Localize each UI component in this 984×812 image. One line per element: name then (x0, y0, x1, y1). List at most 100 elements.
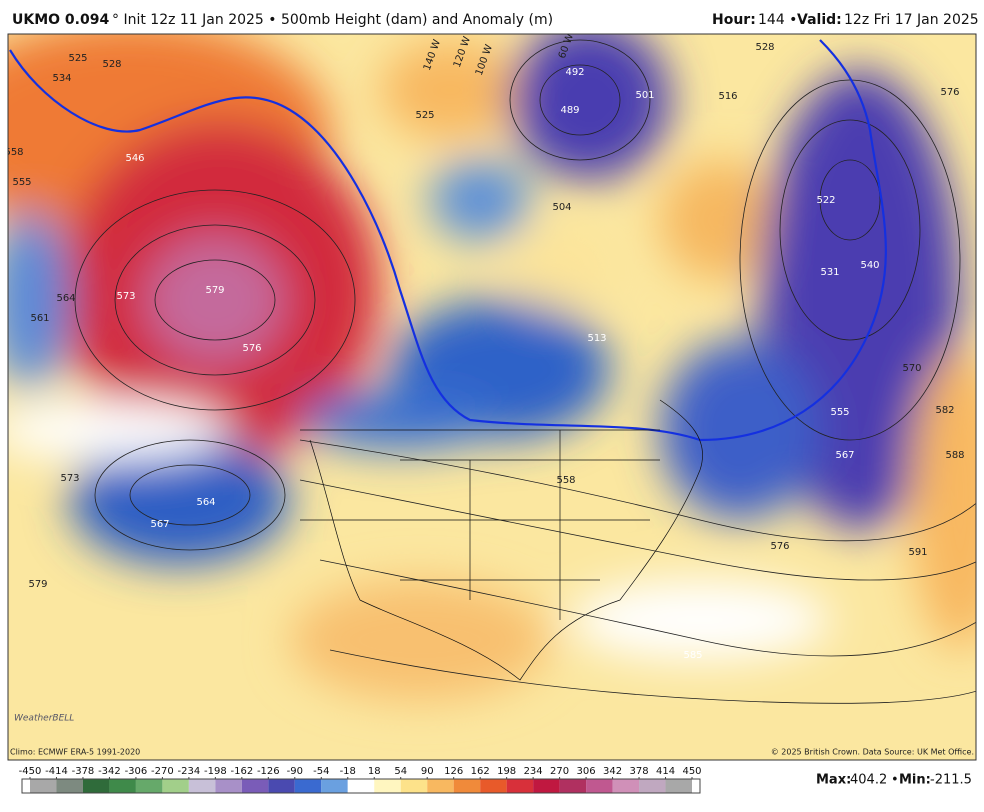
valid-label: Valid: (797, 12, 842, 28)
colorbar-segment (188, 779, 216, 793)
contour-label: 525 (68, 53, 87, 64)
contour-label: 564 (196, 497, 215, 508)
colorbar-segment (30, 779, 57, 793)
colorbar-tick-label: 126 (444, 766, 463, 777)
colorbar-tick-label: 18 (368, 766, 381, 777)
contour-label: 564 (56, 293, 75, 304)
contour-label: 555 (12, 177, 31, 188)
contour-label: 567 (835, 450, 854, 461)
colorbar-segment (215, 779, 242, 793)
colorbar-segment (612, 779, 640, 793)
colorbar-tick-label: -90 (287, 766, 303, 777)
contour-label: 531 (820, 267, 839, 278)
contour-label: 528 (755, 42, 774, 53)
sep: • (891, 773, 899, 788)
colorbar-tick-label: 270 (550, 766, 569, 777)
contour-label: 522 (816, 195, 835, 206)
colorbar-tick-label: -378 (72, 766, 95, 777)
colorbar-segment (321, 779, 348, 793)
colorbar-tick-label: -198 (204, 766, 227, 777)
colorbar-tick-label: 234 (524, 766, 543, 777)
colorbar-tick-label: 450 (682, 766, 701, 777)
colorbar-segment (162, 779, 189, 793)
contour-label: 492 (565, 67, 584, 78)
map-frame (7, 33, 977, 761)
contour-label: 525 (415, 110, 434, 121)
colorbar-segment (268, 779, 295, 793)
contour-label: 576 (242, 343, 261, 354)
colorbar-segment (427, 779, 454, 793)
min-label: Min: (899, 773, 931, 788)
colorbar-segment (241, 779, 269, 793)
contour-label: 573 (60, 473, 79, 484)
colorbar-tick-label: 54 (394, 766, 407, 777)
colorbar-tick-label: 162 (471, 766, 490, 777)
contour-label: 540 (860, 260, 879, 271)
colorbar-segment (665, 779, 692, 793)
contour-540 (9, 39, 887, 442)
colorbar-segment (586, 779, 613, 793)
contour-label: 546 (125, 153, 144, 164)
title: ° Init 12z 11 Jan 2025 • 500mb Height (d… (112, 12, 553, 28)
contour-label: 513 (587, 333, 606, 344)
contour-label: 585 (683, 650, 702, 661)
colorbar-segment (374, 779, 401, 793)
colorbar-tick-label: 90 (421, 766, 434, 777)
colorbar-tick-label: -414 (45, 766, 68, 777)
colorbar-segment (347, 779, 375, 793)
colorbar-tick-label: -342 (98, 766, 121, 777)
colorbar-tick-label: 306 (577, 766, 596, 777)
logo: WeatherBELL (14, 714, 74, 724)
min: -211.5 (930, 773, 972, 788)
contour-label: 573 (116, 291, 135, 302)
contour-label: 489 (560, 105, 579, 116)
colorbar-segment (82, 779, 110, 793)
colorbar-segment (506, 779, 534, 793)
contour-label: 558 (4, 147, 23, 158)
colorbar-tick-label: -54 (313, 766, 329, 777)
model: UKMO 0.094 (12, 12, 109, 28)
contour-label: 558 (556, 475, 575, 486)
colorbar-segment (453, 779, 481, 793)
colorbar-segment (294, 779, 322, 793)
contour-label: 576 (770, 541, 789, 552)
contour-label: 501 (635, 90, 654, 101)
contour-label: 516 (718, 91, 737, 102)
colorbar-tick-label: -270 (151, 766, 174, 777)
colorbar-tick-label: -234 (178, 766, 201, 777)
max-label: Max: (816, 773, 851, 788)
climo: Climo: ECMWF ERA-5 1991-2020 (10, 748, 140, 757)
colorbar-tick-label: -162 (230, 766, 253, 777)
colorbar-tick-label: 414 (656, 766, 675, 777)
hour: 144 • (758, 12, 797, 28)
colorbar-segment (480, 779, 507, 793)
contour-label: 588 (945, 450, 964, 461)
contour-label: 567 (150, 519, 169, 530)
colorbar-segment (109, 779, 136, 793)
contour-label: 555 (830, 407, 849, 418)
colorbar-tick-label: 198 (497, 766, 516, 777)
colorbar-tick-label: -306 (125, 766, 148, 777)
colorbar-segment (56, 779, 83, 793)
colorbar-segment (533, 779, 560, 793)
max: 404.2 (850, 773, 887, 788)
colorbar-segment (559, 779, 587, 793)
contour-label: 576 (940, 87, 959, 98)
credit: © 2025 British Crown. Data Source: UK Me… (771, 748, 974, 757)
contour-label: 579 (28, 579, 47, 590)
contour-label: 504 (552, 202, 571, 213)
anomaly-field (8, 34, 976, 700)
colorbar-tick-label: 342 (603, 766, 622, 777)
map: 534 525 528 546 555 558 564 561 573 579 576 573 564 5… (4, 34, 976, 760)
colorbar-tick-label: -18 (340, 766, 356, 777)
boundaries (300, 399, 703, 681)
colorbar-segment (400, 779, 428, 793)
contour-label: 528 (102, 59, 121, 70)
valid: 12z Fri 17 Jan 2025 (844, 12, 979, 28)
contour-label: 591 (908, 547, 927, 558)
contour-label: 579 (205, 285, 224, 296)
colorbar-tick-label: -450 (19, 766, 42, 777)
colorbar-segment (135, 779, 163, 793)
contour-label: 534 (52, 73, 71, 84)
